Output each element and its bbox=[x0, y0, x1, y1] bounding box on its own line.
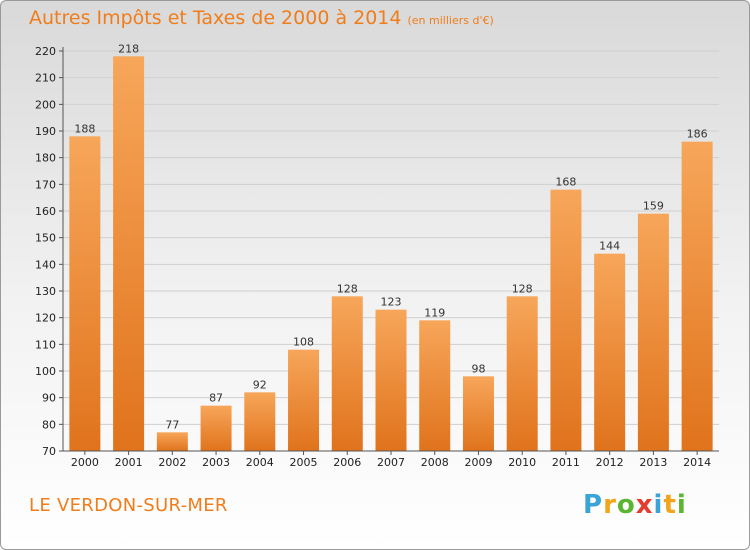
logo-letter: P bbox=[583, 490, 604, 520]
logo-letter: i bbox=[653, 490, 664, 520]
data-label-2013: 159 bbox=[643, 200, 664, 213]
x-tick-label-2003: 2003 bbox=[202, 456, 230, 469]
data-label-2000: 188 bbox=[74, 122, 95, 135]
data-label-2012: 144 bbox=[599, 240, 620, 253]
bars-layer: 188 218 77 87 92 108 128 123 119 98 128 168 144 159 18… bbox=[69, 42, 713, 452]
y-tick-label: 80 bbox=[42, 418, 56, 431]
proxiti-logo[interactable]: Proxiti bbox=[583, 490, 687, 520]
x-tick-label-2005: 2005 bbox=[290, 456, 318, 469]
bar-2003 bbox=[200, 405, 232, 451]
bar-2013 bbox=[637, 213, 669, 451]
x-tick-label-2007: 2007 bbox=[377, 456, 405, 469]
chart-title: Autres Impôts et Taxes de 2000 à 2014 (en… bbox=[29, 7, 494, 29]
y-tick-label: 170 bbox=[35, 178, 56, 191]
bar-2009 bbox=[462, 376, 494, 451]
bar-2007 bbox=[375, 309, 407, 451]
chart-title-text: Autres Impôts et Taxes de 2000 à 2014 bbox=[29, 7, 402, 29]
bar-2006 bbox=[331, 296, 363, 451]
y-tick-label: 120 bbox=[35, 312, 56, 325]
x-tick-label-2006: 2006 bbox=[333, 456, 361, 469]
y-tick-label: 100 bbox=[35, 365, 56, 378]
axis-layer: 7080901001101201301401501601701801902002… bbox=[35, 45, 719, 469]
logo-letter: i bbox=[676, 490, 687, 520]
logo-letter: x bbox=[635, 490, 654, 520]
data-label-2006: 128 bbox=[337, 282, 358, 295]
y-tick-label: 70 bbox=[42, 445, 56, 458]
y-tick-label: 110 bbox=[35, 338, 56, 351]
data-label-2004: 92 bbox=[253, 378, 267, 391]
bar-2002 bbox=[156, 432, 188, 451]
x-tick-label-2008: 2008 bbox=[421, 456, 449, 469]
x-tick-label-2004: 2004 bbox=[246, 456, 274, 469]
data-label-2009: 98 bbox=[471, 362, 485, 375]
y-tick-label: 200 bbox=[35, 98, 56, 111]
x-tick-label-2002: 2002 bbox=[158, 456, 186, 469]
y-tick-label: 220 bbox=[35, 45, 56, 58]
y-tick-label: 190 bbox=[35, 125, 56, 138]
data-label-2007: 123 bbox=[381, 296, 402, 309]
bar-2011 bbox=[550, 189, 582, 451]
y-tick-label: 210 bbox=[35, 72, 56, 85]
data-label-2002: 77 bbox=[165, 418, 179, 431]
bar-2005 bbox=[288, 349, 320, 451]
bar-2012 bbox=[594, 253, 626, 451]
y-tick-label: 160 bbox=[35, 205, 56, 218]
data-label-2003: 87 bbox=[209, 392, 223, 405]
y-tick-label: 180 bbox=[35, 152, 56, 165]
y-tick-label: 140 bbox=[35, 258, 56, 271]
data-label-2014: 186 bbox=[687, 128, 708, 141]
bar-2010 bbox=[506, 296, 538, 451]
logo-letter: r bbox=[603, 490, 617, 520]
data-label-2008: 119 bbox=[424, 306, 445, 319]
bar-2004 bbox=[244, 392, 276, 451]
x-tick-label-2001: 2001 bbox=[115, 456, 143, 469]
bar-2014 bbox=[681, 141, 713, 451]
logo-letter: o bbox=[616, 490, 636, 520]
x-tick-label-2014: 2014 bbox=[683, 456, 711, 469]
x-tick-label-2000: 2000 bbox=[71, 456, 99, 469]
data-label-2005: 108 bbox=[293, 336, 314, 349]
commune-name: LE VERDON-SUR-MER bbox=[29, 495, 228, 516]
chart-subtitle: (en milliers d'€) bbox=[407, 14, 494, 27]
x-tick-label-2012: 2012 bbox=[596, 456, 624, 469]
y-tick-label: 90 bbox=[42, 392, 56, 405]
data-label-2001: 218 bbox=[118, 42, 139, 55]
bar-2001 bbox=[113, 56, 145, 451]
y-tick-label: 150 bbox=[35, 232, 56, 245]
x-tick-label-2011: 2011 bbox=[552, 456, 580, 469]
x-tick-label-2010: 2010 bbox=[508, 456, 536, 469]
logo-letter: t bbox=[663, 490, 677, 520]
bar-2008 bbox=[419, 320, 451, 451]
bar-2000 bbox=[69, 136, 101, 452]
data-label-2011: 168 bbox=[555, 176, 576, 189]
x-tick-label-2009: 2009 bbox=[464, 456, 492, 469]
data-label-2010: 128 bbox=[512, 282, 533, 295]
y-tick-label: 130 bbox=[35, 285, 56, 298]
x-tick-label-2013: 2013 bbox=[639, 456, 667, 469]
